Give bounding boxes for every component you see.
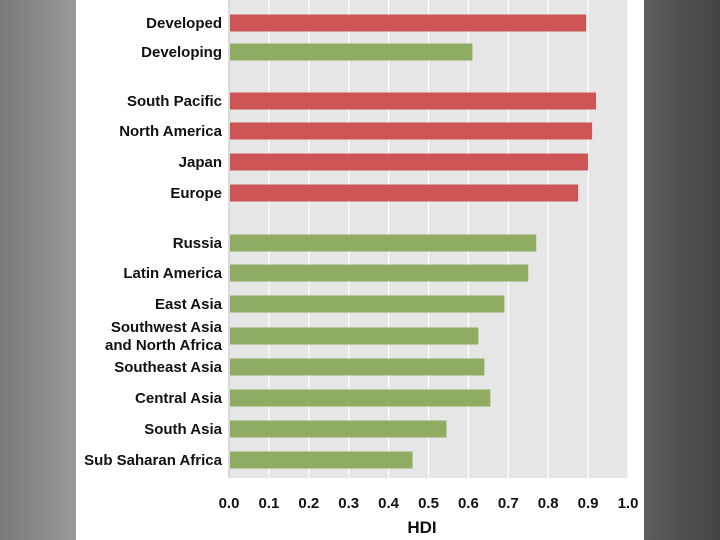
category-label-developing-regions-1: Latin America (123, 265, 222, 282)
x-tick-label-1: 0.1 (258, 495, 279, 512)
category-label-summary-1: Developing (141, 44, 222, 61)
category-label-developing-regions-0: Russia (173, 235, 223, 252)
bar-developing-regions-2 (230, 295, 505, 313)
x-axis-title: HDI (407, 518, 436, 537)
bar-summary-0 (230, 14, 587, 32)
category-label-developing-regions-2: East Asia (155, 296, 223, 313)
category-label-developing-regions-3-line1: and North Africa (105, 337, 223, 354)
bar-developed-regions-0 (230, 92, 597, 110)
category-label-developing-regions-5: Central Asia (135, 390, 223, 407)
category-label-developed-regions-3: Europe (170, 185, 222, 202)
bar-developing-regions-7 (230, 451, 413, 469)
bar-developing-regions-5 (230, 389, 491, 407)
bar-developing-regions-0 (230, 234, 537, 252)
category-label-developed-regions-0: South Pacific (127, 93, 222, 110)
bar-developing-regions-1 (230, 264, 529, 282)
x-tick-label-0: 0.0 (219, 495, 240, 512)
bar-developed-regions-3 (230, 184, 579, 202)
x-tick-label-8: 0.8 (538, 495, 559, 512)
category-label-developing-regions-3-line0: Southwest Asia (111, 319, 223, 336)
bar-summary-1 (230, 43, 473, 61)
left-background-strip (0, 0, 76, 540)
x-tick-label-6: 0.6 (458, 495, 479, 512)
x-tick-label-4: 0.4 (378, 495, 400, 512)
x-tick-label-5: 0.5 (418, 495, 439, 512)
x-tick-label-2: 0.2 (298, 495, 319, 512)
category-label-developed-regions-2: Japan (179, 154, 222, 171)
bar-developing-regions-4 (230, 358, 485, 376)
x-tick-label-10: 1.0 (618, 495, 639, 512)
bar-developed-regions-1 (230, 122, 593, 140)
x-tick-label-3: 0.3 (338, 495, 359, 512)
x-tick-label-7: 0.7 (498, 495, 519, 512)
bar-developing-regions-6 (230, 420, 447, 438)
category-label-developing-regions-7: Sub Saharan Africa (84, 452, 222, 469)
x-tick-label-9: 0.9 (578, 495, 599, 512)
category-label-developing-regions-4: Southeast Asia (114, 359, 222, 376)
right-background-strip (644, 0, 720, 540)
bar-developing-regions-3 (230, 327, 479, 345)
bar-developed-regions-2 (230, 153, 589, 171)
category-label-summary-0: Developed (146, 15, 222, 32)
category-label-developing-regions-6: South Asia (144, 421, 222, 438)
category-label-developed-regions-1: North America (119, 123, 222, 140)
